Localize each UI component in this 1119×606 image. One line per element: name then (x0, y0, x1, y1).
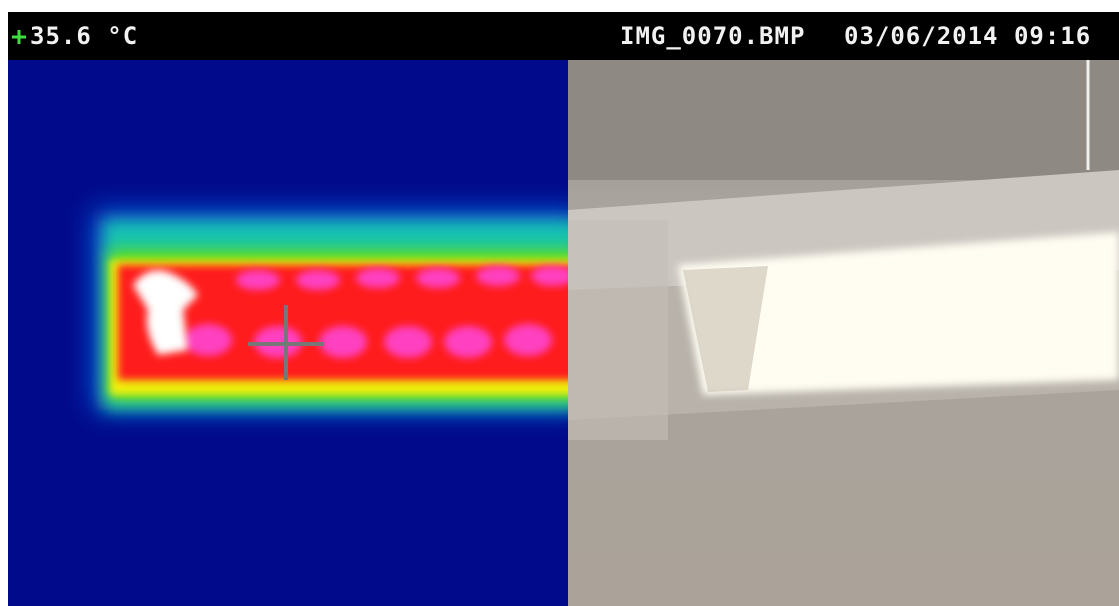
filename: IMG_0070.BMP (620, 22, 805, 50)
visual-view (568, 60, 1119, 606)
image-views (8, 60, 1119, 606)
timestamp: 03/06/2014 09:16 (844, 22, 1091, 50)
thermal-view (8, 60, 583, 606)
spot-icon (10, 12, 28, 60)
status-bar: 35.6 °C IMG_0070.BMP 03/06/2014 09:16 (8, 12, 1119, 60)
temperature: 35.6 °C (30, 22, 138, 50)
camera-screen: 35.6 °C IMG_0070.BMP 03/06/2014 09:16 (0, 0, 1119, 606)
